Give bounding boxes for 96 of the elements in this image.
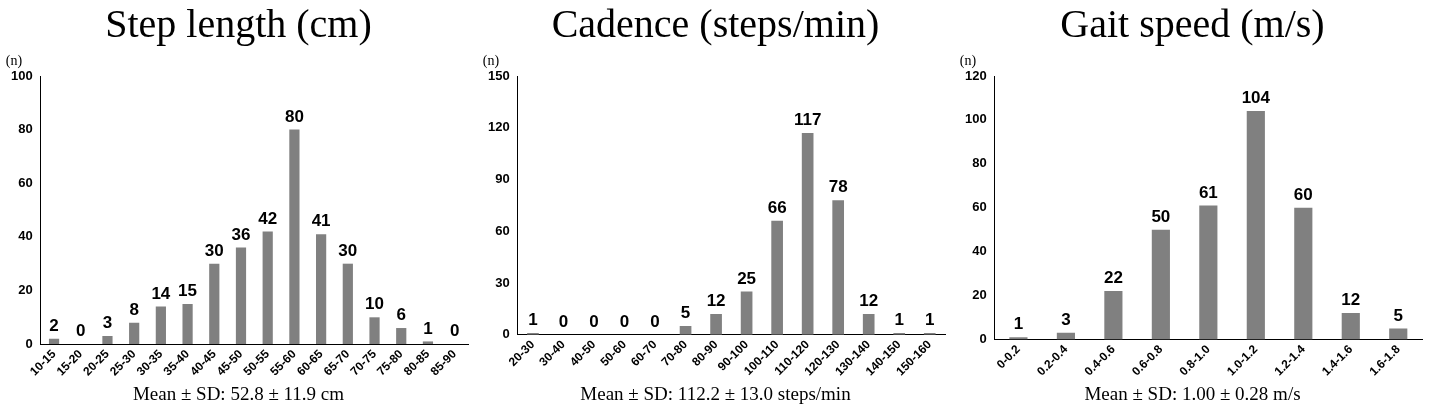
data-label: 61 [1198,182,1218,202]
data-label: 6 [396,305,406,325]
y-tick-label: 80 [17,121,33,137]
y-tick-label: 100 [964,111,987,127]
bar [395,328,406,345]
data-label: 1 [924,310,934,330]
data-label: 0 [558,311,568,331]
bar [1056,332,1075,340]
bar [342,263,353,345]
y-tick-label: 90 [494,171,510,187]
y-tick-label: 150 [487,67,510,83]
data-label: 60 [1293,184,1313,204]
bar [368,317,380,345]
data-label: 0 [619,311,629,331]
data-label: 2 [48,315,59,335]
y-axis-title: (n) [482,52,499,69]
data-label: 80 [284,106,304,126]
data-label: 3 [102,313,112,333]
data-label: 42 [257,208,277,228]
data-label: 5 [1393,305,1403,325]
bar [48,338,59,345]
y-tick-label: 60 [17,174,33,190]
data-label: 0 [449,321,459,341]
data-label: 30 [204,240,224,260]
y-axis-title: (n) [959,52,976,69]
y-tick-label: 0 [24,335,33,351]
bar [862,313,875,335]
bar [1008,337,1028,340]
bar [181,303,193,345]
data-label: 1 [527,310,538,330]
bar [1151,229,1170,340]
bar [315,234,326,345]
bar [1246,111,1265,340]
data-label: 30 [337,240,357,260]
data-label: 8 [128,299,139,319]
chart-title: Gait speed (m/s) [1060,0,1325,48]
y-tick-label: 20 [17,282,33,298]
bar [709,313,722,335]
data-label: 12 [858,291,878,311]
bar [740,291,752,335]
y-tick-label: 40 [17,228,33,244]
chart-title: Cadence (steps/min) [551,0,880,48]
bar [1198,205,1217,340]
data-label: 36 [231,224,250,244]
bar [288,129,300,345]
bar [101,336,113,345]
y-axis-title: (n) [5,52,22,69]
bar [1388,328,1407,340]
y-tick-label: 60 [971,199,987,215]
data-label: 10 [364,294,384,314]
data-label: 117 [793,110,821,130]
bar [422,341,433,345]
bar [155,306,166,345]
data-label: 15 [177,281,197,301]
y-tick-label: 100 [10,67,33,83]
data-label: 0 [649,311,660,331]
bar [208,263,219,345]
text: Mean ± SD: 52.8 ± 11.9 cm [132,382,345,406]
bar [770,220,783,335]
data-label: 3 [1060,310,1071,329]
data-label: 0 [588,311,599,331]
data-label: 12 [1340,290,1360,310]
data-label: 1 [893,310,904,330]
data-label: 5 [680,303,690,323]
data-label: 22 [1103,268,1123,288]
y-tick-label: 40 [971,243,987,259]
bar [1293,207,1312,340]
data-label: 14 [150,283,171,303]
bar [1341,313,1360,340]
y-tick-label: 60 [494,222,510,238]
data-label: 0 [75,321,85,341]
y-tick-label: 120 [487,119,510,135]
data-label: 25 [736,268,756,288]
data-label: 66 [767,198,787,218]
y-tick-label: 30 [494,274,510,290]
chart-title: Step length (cm) [105,0,372,48]
bar [1103,291,1122,340]
bar [128,322,139,345]
data-label: 41 [311,211,331,231]
data-label: 50 [1150,206,1170,226]
y-tick-label: 80 [971,155,987,171]
data-label: 104 [1241,88,1271,108]
bar [831,200,844,335]
y-tick-label: 120 [964,67,987,83]
data-label: 1 [422,318,433,338]
y-tick-label: 20 [971,287,987,303]
data-label: 12 [706,291,726,311]
bar [262,231,273,345]
bar [801,132,813,335]
bar [235,247,246,345]
data-label: 78 [828,177,848,197]
y-tick-label: 0 [501,326,510,342]
data-label: 1 [1013,314,1023,334]
text: Mean ± SD: 1.00 ± 0.28 m/s [1084,382,1301,406]
text: Mean ± SD: 112.2 ± 13.0 steps/min [580,382,851,406]
y-tick-label: 0 [978,330,987,346]
